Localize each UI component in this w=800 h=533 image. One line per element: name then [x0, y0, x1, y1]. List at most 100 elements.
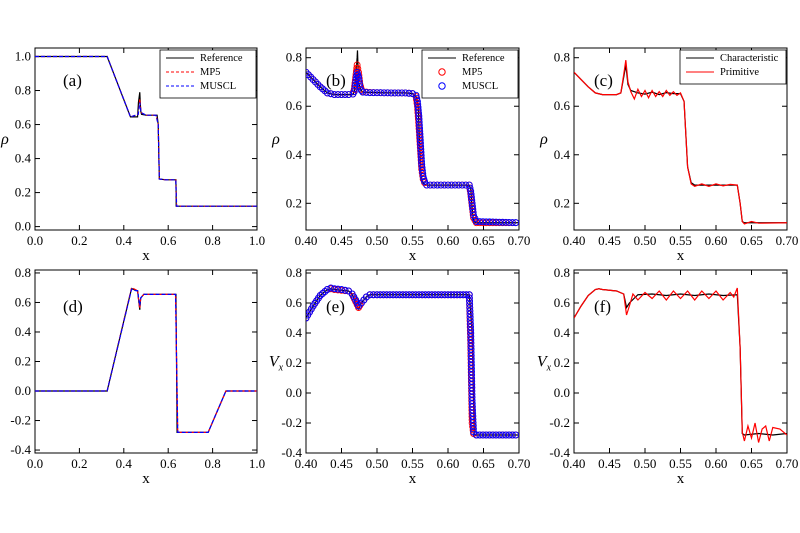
- series-group: [574, 60, 787, 225]
- y-tick-label: 0.6: [554, 98, 571, 113]
- y-tick-label: 0.6: [286, 98, 303, 113]
- panel-label: (d): [63, 297, 83, 316]
- y-tick-label: 0.8: [554, 265, 570, 280]
- data-point-muscl: [489, 431, 497, 439]
- data-point-muscl: [486, 431, 493, 439]
- data-point-muscl: [366, 291, 374, 299]
- x-tick-label: 0.4: [116, 456, 133, 471]
- x-tick-label: 0.55: [669, 233, 692, 248]
- series-group: [35, 286, 257, 433]
- data-point-muscl: [437, 181, 445, 189]
- data-point-muscl: [370, 89, 377, 97]
- data-point-muscl: [399, 291, 407, 299]
- y-tick-label: 0.4: [286, 147, 303, 162]
- x-tick-label: 0.60: [705, 233, 728, 248]
- data-point-muscl: [323, 89, 331, 97]
- y-tick-label: 0.0: [15, 219, 31, 234]
- x-tick-label: 1.0: [249, 233, 265, 248]
- panel-d: 0.0 0.2 0.4 0.6 0.8 1.0 -0.4 -0.2 0.0 0.2 0.4 0.6 0.…: [10, 265, 265, 487]
- data-point-muscl: [373, 89, 381, 97]
- y-axis-label: ρ: [271, 131, 280, 148]
- data-point-muscl: [469, 208, 477, 216]
- data-point-muscl: [356, 83, 364, 91]
- x-axis-label: x: [677, 248, 685, 264]
- data-point-muscl: [426, 181, 434, 189]
- x-tick-label: 0.40: [563, 456, 586, 471]
- legend-label-characteristic: Characteristic: [720, 53, 779, 64]
- panel-f: 0.40 0.45 0.50 0.55 0.60 0.65 0.70 -0.4 -0.2 0.0 0…: [537, 265, 798, 487]
- data-point-muscl: [492, 218, 500, 226]
- data-point-muscl: [479, 431, 487, 439]
- x-tick-label: 0.60: [437, 233, 460, 248]
- data-point-muscl: [376, 291, 384, 299]
- x-tick-label: 0.55: [669, 456, 692, 471]
- data-point-muscl: [356, 80, 363, 88]
- y-tick-label: -0.2: [549, 415, 570, 430]
- data-point-muscl: [409, 90, 416, 98]
- x-tick-label: 0.60: [705, 456, 728, 471]
- data-point-muscl: [386, 291, 394, 299]
- data-point-muscl: [380, 291, 387, 299]
- x-tick-label: 0.40: [295, 233, 318, 248]
- x-tick-label: 0.55: [401, 233, 424, 248]
- y-tick-label: 0.4: [15, 324, 32, 339]
- data-point-muscl: [425, 291, 433, 299]
- data-point-mp5: [414, 106, 422, 113]
- series-line-reference: [306, 50, 519, 224]
- x-tick-label: 0.2: [71, 456, 87, 471]
- data-point-muscl: [489, 218, 497, 226]
- data-point-muscl: [341, 286, 349, 294]
- data-point-muscl: [508, 219, 516, 226]
- data-point-muscl: [306, 68, 310, 76]
- y-tick-label: 0.4: [554, 147, 571, 162]
- y-tick-label: 0.0: [554, 385, 570, 400]
- y-tick-label: 0.4: [15, 151, 32, 166]
- data-point-muscl: [482, 218, 490, 226]
- data-point-muscl: [499, 431, 507, 439]
- series-group: [306, 284, 519, 439]
- x-tick-label: 0.45: [598, 456, 621, 471]
- legend-label-mp5: MP5: [200, 67, 220, 78]
- y-tick-label: 0.2: [15, 185, 31, 200]
- legend-label-reference: Reference: [462, 53, 505, 64]
- data-point-muscl: [486, 218, 493, 226]
- data-point-muscl: [492, 431, 500, 439]
- legend-label-muscl: MUSCL: [200, 81, 236, 92]
- y-tick-label: 0.2: [286, 355, 302, 370]
- data-point-muscl: [327, 90, 335, 98]
- data-point-muscl: [434, 291, 442, 299]
- data-point-muscl: [338, 286, 345, 293]
- data-point-muscl: [433, 181, 441, 189]
- data-point-muscl: [351, 81, 359, 89]
- x-tick-label: 0.4: [116, 233, 133, 248]
- data-point-muscl: [319, 290, 327, 297]
- data-point-muscl: [508, 431, 516, 439]
- x-tick-label: 0.50: [366, 456, 389, 471]
- legend-label-muscl: MUSCL: [462, 81, 498, 92]
- y-tick-label: -0.4: [549, 445, 570, 460]
- y-tick-label: 0.8: [15, 265, 31, 280]
- data-point-muscl: [398, 89, 406, 97]
- x-tick-label: 0.70: [776, 456, 799, 471]
- x-tick-label: 0.0: [27, 456, 43, 471]
- panel-b: 0.40 0.45 0.50 0.55 0.60 0.65 0.70 0.2 0.4 0.6 0.8…: [271, 47, 530, 264]
- data-point-muscl: [405, 89, 413, 97]
- x-tick-label: 0.8: [204, 456, 220, 471]
- data-point-muscl: [458, 181, 466, 189]
- y-tick-label: 0.4: [554, 325, 571, 340]
- data-point-muscl: [362, 293, 370, 301]
- panel-c: 0.40 0.45 0.50 0.55 0.60 0.65 0.70 0.2 0.4 0.6 0.8…: [539, 47, 798, 264]
- panel-e: 0.40 0.45 0.50 0.55 0.60 0.65 0.70 -0.4 -0.2 0.0 0…: [269, 265, 530, 487]
- data-point-muscl: [373, 291, 381, 299]
- y-tick-label: 0.0: [286, 385, 302, 400]
- data-point-muscl: [383, 291, 391, 299]
- x-tick-label: 0.40: [295, 456, 318, 471]
- x-tick-label: 0.50: [634, 456, 657, 471]
- data-point-muscl: [455, 181, 463, 189]
- data-point-muscl: [423, 181, 431, 189]
- y-tick-label: 0.2: [15, 354, 31, 369]
- y-tick-label: -0.4: [10, 442, 31, 457]
- y-tick-label: 0.6: [15, 294, 32, 309]
- data-point-muscl: [341, 91, 349, 99]
- y-tick-label: 0.6: [15, 117, 32, 132]
